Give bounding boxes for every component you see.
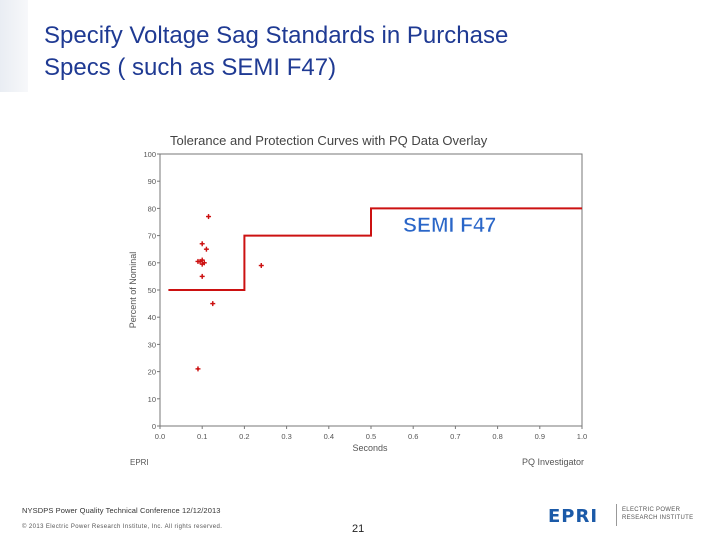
pq-event-point [258, 263, 264, 269]
y-tick-label: 50 [148, 286, 156, 295]
footer-conference: NYSDPS Power Quality Technical Conferenc… [22, 506, 221, 515]
y-tick-label: 40 [148, 313, 156, 322]
semi-f47-label: SEMI F47 [403, 214, 496, 237]
pq-event-point [201, 260, 207, 266]
x-tick-label: 0.7 [450, 432, 460, 441]
pq-event-point [210, 301, 216, 307]
x-tick-label: 0.5 [366, 432, 376, 441]
tolerance-curve-chart: Tolerance and Protection Curves with PQ … [128, 133, 587, 467]
slide-title: Specify Voltage Sag Standards in Purchas… [44, 20, 684, 84]
x-tick-label: 0.8 [492, 432, 502, 441]
slide-title-line-2: Specs ( such as SEMI F47) [44, 54, 337, 81]
x-tick-label: 1.0 [577, 432, 587, 441]
chart-title: Tolerance and Protection Curves with PQ … [170, 133, 488, 148]
epri-logo: EPRI ELECTRIC POWER RESEARCH INSTITUTE [548, 502, 698, 528]
y-tick-label: 60 [148, 259, 156, 268]
y-tick-label: 30 [148, 340, 156, 349]
x-tick-label: 0.1 [197, 432, 207, 441]
logo-text: ELECTRIC POWER RESEARCH INSTITUTE [622, 506, 698, 522]
y-tick-label: 10 [148, 395, 156, 404]
pq-event-points [195, 214, 264, 372]
chart-source-label: EPRI [130, 458, 149, 467]
x-tick-label: 0.3 [281, 432, 291, 441]
footer-copyright: © 2013 Electric Power Research Institute… [22, 524, 223, 530]
logo-text-line-1: ELECTRIC POWER [622, 507, 681, 513]
pq-event-point [203, 246, 209, 252]
y-tick-label: 100 [143, 150, 156, 159]
x-tick-label: 0.9 [535, 432, 545, 441]
y-tick-label: 80 [148, 204, 156, 213]
pq-event-point [206, 214, 212, 220]
x-tick-label: 0.4 [324, 432, 334, 441]
pq-event-point [199, 273, 205, 279]
page-number: 21 [352, 523, 365, 535]
logo-text-line-2: RESEARCH INSTITUTE [622, 515, 694, 521]
y-tick-label: 70 [148, 232, 156, 241]
epri-logo-mark: EPRI [548, 506, 599, 527]
pq-event-point [195, 366, 201, 372]
x-tick-label: 0.0 [155, 432, 165, 441]
y-tick-label: 0 [152, 422, 156, 431]
chart-tool-label: PQ Investigator [522, 457, 584, 467]
x-tick-label: 0.6 [408, 432, 418, 441]
slide-accent-band [0, 0, 28, 92]
x-axis-label: Seconds [352, 443, 388, 453]
x-axis: 0.0 0.1 0.2 0.3 0.4 0.5 0.6 0.7 0.8 0.9 1.0 [155, 426, 587, 441]
y-tick-label: 90 [148, 177, 156, 186]
slide-title-line-1: Specify Voltage Sag Standards in Purchas… [44, 22, 509, 49]
x-tick-label: 0.2 [239, 432, 249, 441]
y-tick-label: 20 [148, 368, 156, 377]
y-axis: 0 10 20 30 40 50 60 70 80 90 100 [143, 150, 160, 431]
semi-f47-curve [168, 207, 582, 291]
y-axis-label: Percent of Nominal [128, 252, 138, 329]
pq-event-point [199, 241, 205, 247]
logo-divider [616, 504, 617, 526]
